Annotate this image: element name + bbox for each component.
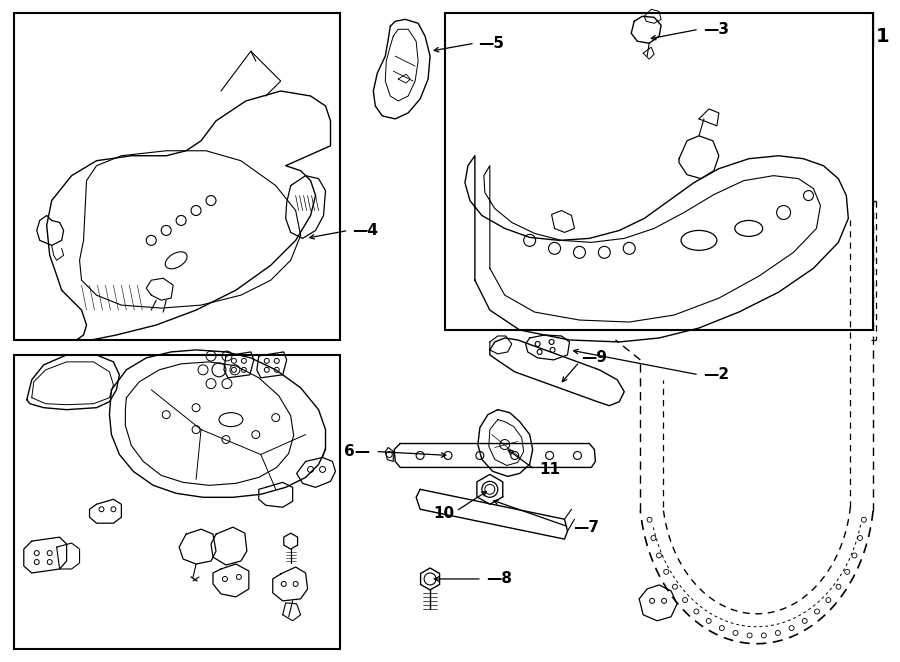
Text: 1: 1 — [877, 26, 890, 46]
Text: —7: —7 — [573, 520, 599, 535]
Text: 10: 10 — [433, 506, 454, 521]
Text: —2: —2 — [703, 367, 729, 383]
Text: 11: 11 — [540, 462, 561, 477]
Bar — [14, 13, 340, 340]
Text: —9: —9 — [581, 350, 608, 365]
Text: —8: —8 — [486, 571, 512, 587]
Text: 6—: 6— — [344, 444, 370, 459]
Text: —4: —4 — [353, 223, 378, 238]
Bar — [445, 13, 873, 330]
Bar — [14, 355, 340, 649]
Text: —5: —5 — [478, 36, 504, 51]
Text: —3: —3 — [703, 22, 729, 37]
